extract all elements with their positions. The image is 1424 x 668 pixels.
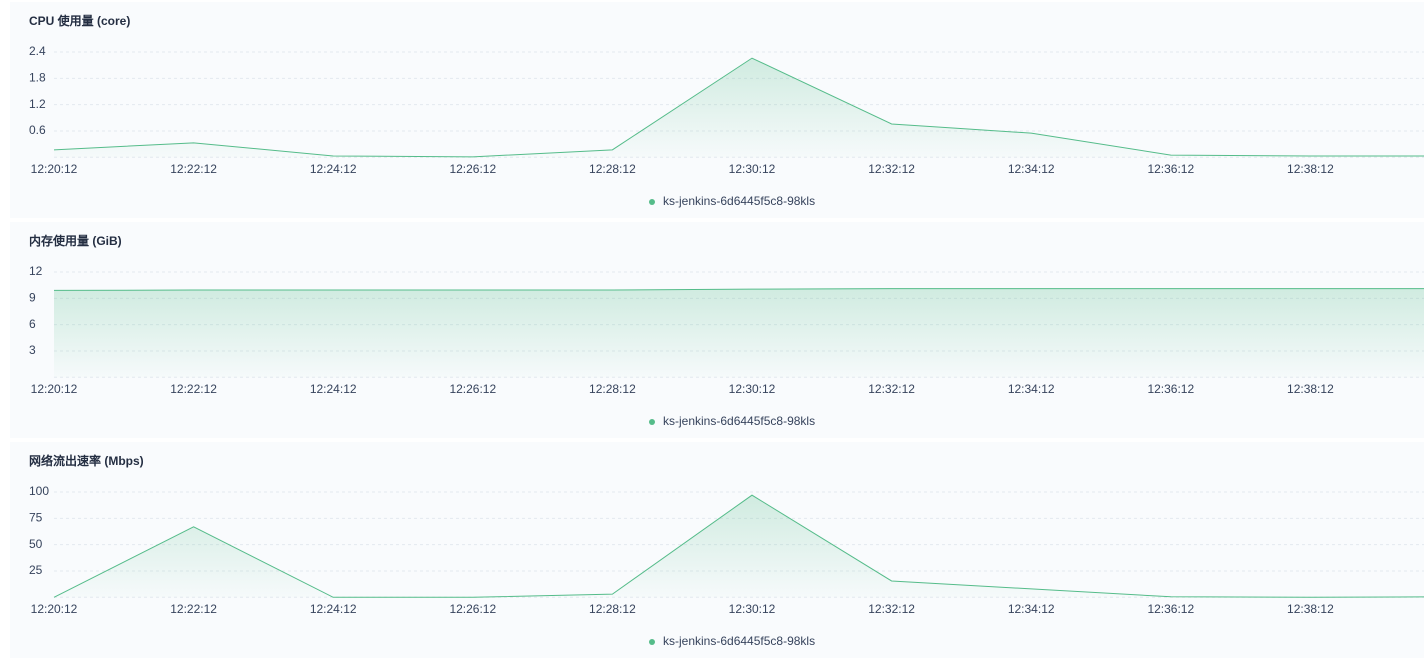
series-line xyxy=(53,288,1424,291)
x-tick-label: 12:30:12 xyxy=(729,162,776,176)
x-tick-label: 12:32:12 xyxy=(868,602,915,616)
x-tick-label: 12:30:12 xyxy=(729,382,776,396)
x-tick-label: 12:32:12 xyxy=(868,162,915,176)
x-tick-label: 12:26:12 xyxy=(449,602,496,616)
x-tick-label: 12:20:12 xyxy=(31,162,78,176)
area xyxy=(54,58,1424,158)
x-tick-label: 12:22:12 xyxy=(170,162,217,176)
x-tick-label: 12:36:12 xyxy=(1147,382,1194,396)
x-tick-label: 12:20:12 xyxy=(31,602,78,616)
x-tick-label: 12:22:12 xyxy=(170,382,217,396)
y-tick-label: 25 xyxy=(29,563,43,577)
y-tick-label: 0.6 xyxy=(29,123,46,137)
x-tick-label: 12:32:12 xyxy=(868,382,915,396)
chart-title: CPU 使用量 (core) xyxy=(29,13,130,28)
x-tick-label: 12:28:12 xyxy=(589,602,636,616)
x-tick-label: 12:34:12 xyxy=(1008,382,1055,396)
y-tick-label: 100 xyxy=(29,484,49,498)
series-line xyxy=(53,494,1424,598)
area xyxy=(54,288,1424,378)
y-tick-label: 1.2 xyxy=(29,97,46,111)
y-tick-label: 6 xyxy=(29,317,36,331)
x-tick-label: 12:38:12 xyxy=(1287,382,1334,396)
x-tick-label: 12:24:12 xyxy=(310,162,357,176)
x-tick-label: 12:36:12 xyxy=(1147,602,1194,616)
chart-title: 网络流出速率 (Mbps) xyxy=(29,453,144,468)
series-line xyxy=(53,57,1424,158)
x-tick-label: 12:28:12 xyxy=(589,162,636,176)
chart-title: 内存使用量 (GiB) xyxy=(29,233,122,248)
legend-label: ks-jenkins-6d6445f5c8-98kls xyxy=(663,194,815,208)
x-tick-label: 12:36:12 xyxy=(1147,162,1194,176)
y-tick-label: 75 xyxy=(29,510,43,524)
legend-dot xyxy=(649,199,655,205)
x-tick-label: 12:34:12 xyxy=(1008,162,1055,176)
x-tick-label: 12:38:12 xyxy=(1287,602,1334,616)
y-tick-label: 2.4 xyxy=(29,44,46,58)
x-tick-label: 12:24:12 xyxy=(310,382,357,396)
y-tick-label: 9 xyxy=(29,290,36,304)
x-tick-label: 12:24:12 xyxy=(310,602,357,616)
area xyxy=(54,495,1424,598)
legend-dot xyxy=(649,419,655,425)
y-tick-label: 3 xyxy=(29,343,36,357)
legend-label: ks-jenkins-6d6445f5c8-98kls xyxy=(663,414,815,428)
x-tick-label: 12:20:12 xyxy=(31,382,78,396)
x-tick-label: 12:26:12 xyxy=(449,382,496,396)
x-tick-label: 12:26:12 xyxy=(449,162,496,176)
y-tick-label: 50 xyxy=(29,537,43,551)
legend-dot xyxy=(649,639,655,645)
y-tick-label: 12 xyxy=(29,264,43,278)
legend-label: ks-jenkins-6d6445f5c8-98kls xyxy=(663,634,815,648)
x-tick-label: 12:38:12 xyxy=(1287,162,1334,176)
x-tick-label: 12:22:12 xyxy=(170,602,217,616)
x-tick-label: 12:28:12 xyxy=(589,382,636,396)
x-tick-label: 12:30:12 xyxy=(729,602,776,616)
x-tick-label: 12:34:12 xyxy=(1008,602,1055,616)
y-tick-label: 1.8 xyxy=(29,70,46,84)
